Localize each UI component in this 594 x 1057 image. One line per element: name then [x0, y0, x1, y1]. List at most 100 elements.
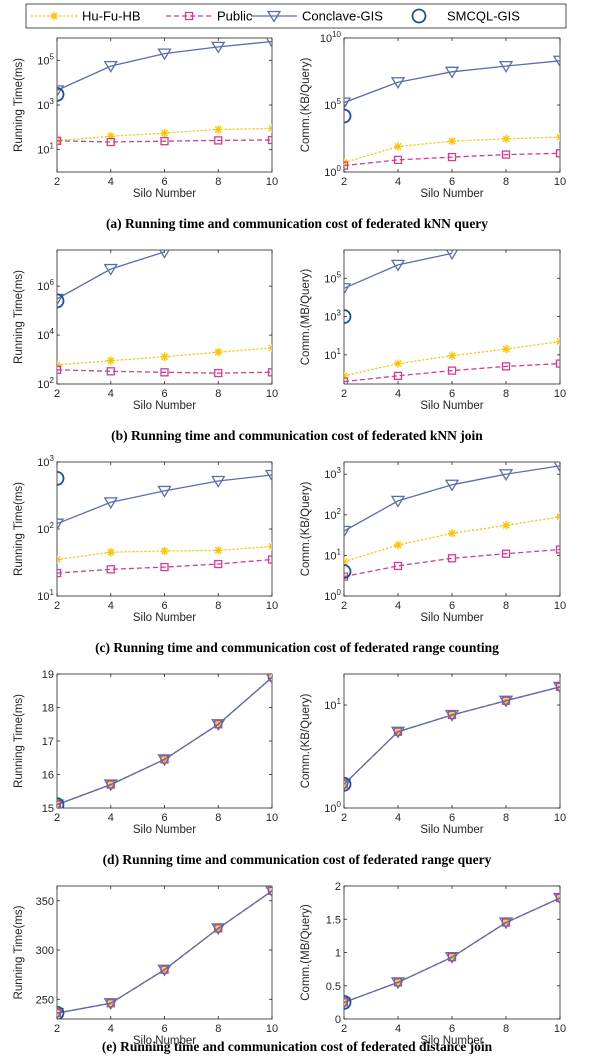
- y-tick-label: 102: [324, 507, 341, 522]
- data-point: [57, 799, 65, 808]
- series-line: [57, 890, 272, 1014]
- plot-area: [57, 886, 272, 1019]
- data-point: [344, 994, 352, 1010]
- x-tick-label: 2: [341, 812, 347, 824]
- legend-label: Conclave-GIS: [302, 9, 383, 24]
- x-tick-label: 4: [108, 600, 114, 612]
- data-point: [57, 85, 65, 98]
- data-point: [157, 485, 172, 498]
- legend-item-conclave-gis: Conclave-GIS: [251, 9, 383, 24]
- series-conclave-gis: [344, 55, 560, 110]
- data-point: [501, 134, 511, 144]
- series-public: [57, 555, 272, 578]
- y-axis-label: Comm.(MB/Query): [300, 904, 312, 1001]
- series-hu-fu-hb: [344, 682, 560, 789]
- series-line: [344, 686, 560, 785]
- series-line: [344, 362, 560, 383]
- y-tick-label: 102: [37, 521, 54, 536]
- series-conclave-gis: [57, 469, 272, 531]
- data-point: [501, 549, 511, 558]
- series-line: [344, 897, 560, 1004]
- data-point: [555, 512, 560, 521]
- x-tick-label: 8: [215, 600, 221, 612]
- series-public: [344, 682, 560, 789]
- series-line: [344, 897, 560, 1004]
- data-point: [211, 41, 226, 54]
- data-point: [57, 365, 62, 374]
- series-smcql-gis: [57, 86, 65, 102]
- x-axis-label: Silo Number: [133, 824, 196, 836]
- y-axis-label: Running Time(ms): [13, 694, 25, 788]
- series-public: [344, 149, 560, 170]
- series-conclave-gis: [344, 892, 560, 1010]
- series-line: [57, 369, 272, 374]
- data-point: [214, 347, 223, 357]
- series-smcql-gis: [344, 776, 352, 792]
- series-conclave-gis: [344, 462, 560, 538]
- data-point: [267, 542, 272, 551]
- legend-label: SMCQL-GIS: [447, 9, 520, 24]
- series-conclave-gis: [344, 250, 459, 296]
- series-line: [344, 686, 560, 785]
- data-point: [393, 155, 403, 165]
- data-point: [555, 359, 560, 368]
- series-hu-fu-hb: [57, 124, 272, 145]
- caption-c: (c) Running time and communication cost …: [95, 640, 499, 655]
- y-axis-label: Comm.(KB/Query): [300, 482, 312, 577]
- data-point: [447, 554, 457, 563]
- data-point: [267, 343, 272, 353]
- x-axis-label: Silo Number: [133, 612, 196, 624]
- y-tick-label: 100: [324, 164, 341, 179]
- legend-marker: [411, 8, 427, 24]
- data-point: [344, 564, 352, 579]
- legend-label: Hu-Fu-HB: [82, 9, 141, 24]
- caption-a: (a) Running time and communication cost …: [106, 216, 488, 231]
- data-point: [501, 362, 511, 371]
- axes-box: [343, 461, 561, 597]
- x-tick-label: 8: [215, 812, 221, 824]
- axes-box: [343, 249, 561, 385]
- series-line: [57, 676, 272, 806]
- x-tick-label: 4: [108, 388, 114, 400]
- series-hu-fu-hb: [57, 542, 272, 564]
- data-point: [555, 149, 560, 158]
- chart-c-left: 2 4 6 8 10 101 102 103 Silo Number Running Time(m…: [13, 454, 278, 624]
- axes-box: [56, 249, 273, 385]
- chart-d-right: 2 4 6 8 10 100 101 Silo Number Comm.(KB/Query): [300, 673, 566, 836]
- series-smcql-gis: [344, 994, 352, 1010]
- x-tick-label: 4: [395, 388, 401, 400]
- legend-marker: [266, 10, 282, 23]
- series-line: [57, 251, 165, 300]
- series-hu-fu-hb: [344, 893, 560, 1007]
- y-tick-label: 101: [37, 142, 54, 157]
- series-line: [344, 465, 560, 532]
- series-line: [344, 686, 560, 785]
- data-point: [57, 568, 62, 578]
- data-point: [214, 368, 223, 378]
- data-point: [498, 60, 514, 73]
- chart-a-left: 2 4 6 8 10 101 103 105 Silo Number Running Time(m…: [13, 37, 278, 200]
- data-point: [344, 309, 352, 324]
- x-tick-label: 8: [503, 388, 509, 400]
- series-line: [57, 890, 272, 1014]
- data-point: [501, 150, 511, 159]
- data-point: [160, 546, 169, 556]
- x-axis-label: Silo Number: [133, 188, 196, 200]
- x-tick-label: 10: [266, 388, 278, 400]
- data-point: [214, 125, 223, 134]
- series-hu-fu-hb: [344, 512, 560, 566]
- data-point: [57, 797, 65, 808]
- data-point: [106, 132, 115, 141]
- data-point: [344, 779, 352, 792]
- x-tick-label: 8: [215, 1023, 221, 1035]
- y-tick-label: 17: [42, 736, 54, 748]
- x-tick-label: 10: [266, 600, 278, 612]
- y-tick-label: 350: [36, 896, 54, 908]
- series-line: [344, 152, 560, 167]
- data-point: [57, 1005, 65, 1019]
- series-smcql-gis: [344, 309, 352, 324]
- x-tick-label: 2: [341, 176, 347, 188]
- series-line: [57, 139, 272, 143]
- series-smcql-gis: [57, 797, 65, 808]
